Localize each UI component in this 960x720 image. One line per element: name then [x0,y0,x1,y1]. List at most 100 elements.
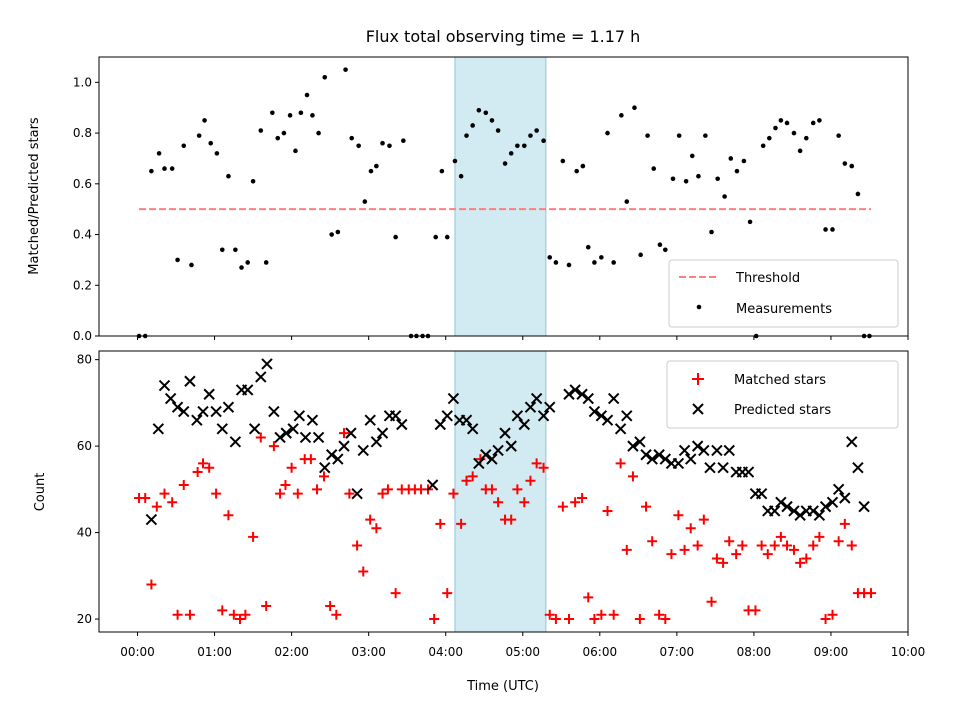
x-tick-label: 00:00 [120,645,155,659]
measurement-point [715,176,720,182]
measurement-point [281,130,287,136]
predicted-star-point [627,440,639,452]
measurement-point [495,128,501,133]
measurement-point [619,113,624,118]
x-tick-label: 10:00 [891,645,926,659]
predicted-star-point [306,414,319,426]
matched-star-point [570,497,581,508]
measurement-point [335,229,341,235]
legend-predicted-swatch [692,403,704,415]
measurement-point [728,156,734,161]
count-panel-y-tick-label: 80 [77,353,92,367]
count-panel-y-tick-label: 40 [77,526,92,540]
predicted-star-point [852,462,864,474]
x-tick-label: 04:00 [428,645,463,659]
measurement-point [298,110,304,116]
measurement-point [275,135,281,141]
matched-star-point [706,596,717,607]
matched-star-point [621,544,632,555]
predicted-star-point [351,487,363,500]
measurement-point [433,234,438,240]
measurement-point [767,135,772,141]
predicted-star-point [357,444,369,457]
measurement-point [233,247,238,253]
matched-star-point [371,523,382,534]
matched-star-point [275,488,286,499]
ratio-panel-highlight-band [454,56,547,337]
measurement-point [592,260,597,265]
measurement-point [476,107,482,113]
legend-predicted-label: Predicted stars [734,403,831,418]
measurement-point [362,199,368,204]
measurement-point [393,234,398,240]
matched-star-point [808,540,819,551]
predicted-star-point [441,410,453,422]
count-panel-marks [134,358,877,625]
matched-star-point [292,488,303,499]
predicted-star-point [447,392,460,405]
predicted-star-point [769,505,781,517]
ratio-panel-y-tick-label: 0.6 [73,177,92,191]
measurement-point [830,227,835,232]
measurement-point [632,105,637,111]
matched-star-point [698,514,709,525]
matched-star-point [456,518,467,529]
measurement-point [624,199,630,204]
count-panel-frame [98,350,909,633]
predicted-star-point [588,405,601,418]
ratio-panel-legend: Threshold Measurements [668,259,899,328]
predicted-star-point [858,500,870,513]
predicted-star-point [145,513,158,526]
legend-threshold-label: Threshold [735,271,800,286]
x-tick-label: 09:00 [814,645,849,659]
matched-star-point [769,540,780,551]
matched-star-point [711,553,722,564]
count-panel-legend-box [666,360,899,429]
predicted-star-point [222,401,235,413]
matched-star-point [268,441,279,452]
matched-star-point [261,601,272,612]
measurement-point [208,140,214,146]
matched-star-point [775,531,786,542]
ratio-panel-y-tick-label: 0.8 [73,126,92,140]
predicted-star-point [704,462,716,474]
measurement-point [329,232,334,237]
predicted-star-point [537,410,550,422]
predicted-star-point [229,436,242,448]
measurement-point [245,260,251,265]
matched-star-point [506,514,517,525]
predicted-star-point [210,405,222,418]
matched-star-point [151,501,162,512]
matched-star-point [788,544,799,555]
matched-star-point [827,609,838,620]
measurement-point [560,158,566,164]
matched-star-point [211,488,222,499]
predicted-star-point [203,388,215,400]
measurement-point [605,130,610,136]
measurement-point [304,92,310,98]
matched-star-point [833,536,844,547]
matched-star-point [782,540,793,551]
measurement-point [387,143,392,149]
measurement-point [349,135,355,141]
predicted-star-point [607,392,620,405]
predicted-star-point [672,457,685,470]
matched-star-point [750,605,761,616]
predicted-star-point [582,392,594,405]
measurement-point [181,143,187,149]
predicted-star-point [819,500,832,513]
matched-star-point [846,540,857,551]
matched-star-point [641,501,652,512]
measurement-point [508,151,514,156]
matched-star-point [248,531,259,542]
x-tick-label: 05:00 [505,645,540,659]
predicted-star-point [569,384,581,396]
matched-star-point [448,488,459,499]
predicted-star-point [171,401,184,413]
matched-star-point [512,484,523,495]
matched-star-point [550,614,561,625]
predicted-star-point [678,444,691,457]
measurement-point [709,229,714,235]
matched-star-point [429,614,440,625]
predicted-star-point [338,440,350,452]
